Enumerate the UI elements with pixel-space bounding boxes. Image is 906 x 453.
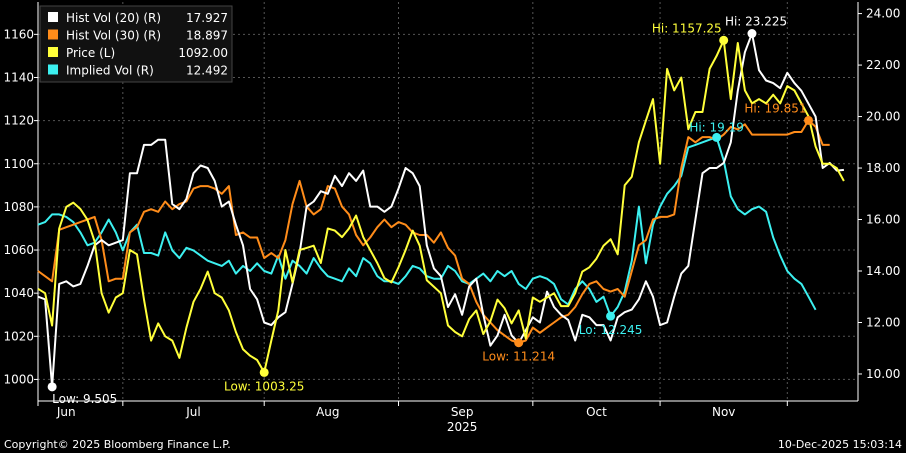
series-line-price: [37, 39, 845, 374]
legend-label: Price (L): [66, 46, 115, 60]
x-axis-tick-label: Oct: [586, 405, 607, 419]
right-axis-tick-label: 22.00: [866, 58, 900, 72]
legend-swatch: [48, 64, 58, 75]
legend-value: 12.492: [186, 64, 228, 78]
legend-label: Hist Vol (30) (R): [66, 29, 161, 43]
legend-swatch: [48, 12, 58, 22]
timestamp-text: 10-Dec-2025 15:03:14: [778, 438, 902, 451]
legend-label: Implied Vol (R): [66, 64, 154, 78]
right-axis-tick-label: 24.00: [866, 7, 900, 21]
annotation-marker: [804, 115, 814, 125]
right-axis-tick-label: 14.00: [866, 264, 900, 278]
series-lines: [37, 32, 845, 388]
left-axis-tick-label: 1040: [3, 286, 34, 300]
left-axis-tick-label: 1080: [3, 200, 34, 214]
annotation-marker: [712, 132, 722, 142]
right-axis-tick-label: 10.00: [866, 367, 900, 381]
annotation-marker: [259, 367, 269, 377]
annotation-label: Hi: 1157.25: [652, 21, 722, 35]
left-axis-tick-label: 1020: [3, 329, 34, 343]
legend-value: 17.927: [186, 11, 228, 25]
annotation-label: Hi: 19.851: [744, 101, 806, 115]
legend: Hist Vol (20) (R) 17.927 Hist Vol (30) (R)…: [39, 5, 233, 83]
annotation-label: Low: 11.214: [482, 350, 555, 364]
annotation-label: Lo: 12.245: [579, 323, 643, 337]
annotation-label: Hi: 19.19: [689, 120, 744, 134]
series-line-hv30: [37, 119, 830, 344]
legend-swatch: [48, 47, 58, 57]
footer: Copyright© 2025 Bloomberg Finance L.P. 1…: [4, 438, 902, 451]
annotation-marker: [47, 382, 57, 392]
x-axis-tick-label: Aug: [316, 405, 339, 419]
annotation-marker: [719, 35, 729, 45]
right-axis-tick-label: 12.00: [866, 315, 900, 329]
left-axis-tick-label: 1100: [3, 157, 34, 171]
x-axis-tick-label: Jul: [185, 405, 200, 419]
annotation-marker: [747, 29, 757, 39]
legend-label: Hist Vol (20) (R): [66, 11, 161, 25]
x-axis-tick-label: Jun: [56, 405, 76, 419]
left-axis-tick-label: 1000: [3, 372, 34, 386]
legend-value: 18.897: [186, 29, 228, 43]
left-axis-tick-label: 1120: [3, 114, 34, 128]
x-axis-tick-label: Nov: [712, 405, 735, 419]
right-axis-tick-label: 16.00: [866, 213, 900, 227]
right-axis-tick-label: 20.00: [866, 110, 900, 124]
left-axis-tick-label: 1140: [3, 70, 34, 84]
left-axis-tick-label: 1160: [3, 27, 34, 41]
legend-box: [39, 5, 233, 83]
copyright-text: Copyright© 2025 Bloomberg Finance L.P.: [4, 438, 231, 451]
annotations: Low: 9.505 Low: 1003.25 Low: 11.214 Lo: 12.…: [47, 15, 814, 406]
x-axis-tick-label: Sep: [451, 405, 474, 419]
annotation-label: Hi: 23.225: [725, 15, 787, 29]
annotation-marker: [606, 311, 616, 321]
legend-swatch: [48, 29, 58, 40]
axes: 1000 1020 1040 1060 1080 1100 1120 1140 1160 10.0…: [3, 2, 900, 434]
annotation-label: Low: 1003.25: [224, 379, 304, 393]
year-label: 2025: [447, 420, 478, 434]
series-line-hv20: [37, 32, 844, 388]
annotation-label: Low: 9.505: [52, 392, 117, 406]
legend-value: 1092.00: [178, 46, 228, 60]
left-axis-tick-label: 1060: [3, 243, 34, 257]
annotation-marker: [514, 338, 524, 348]
right-axis-tick-label: 18.00: [866, 161, 900, 175]
